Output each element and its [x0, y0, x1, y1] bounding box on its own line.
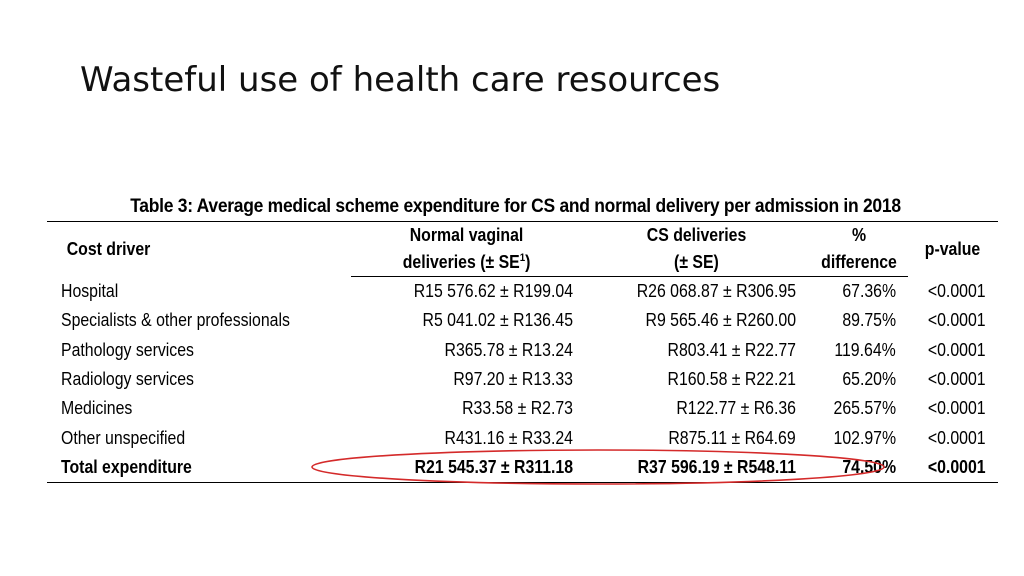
- total-row: Total expenditure R21 545.37 ± R311.18 R…: [47, 452, 998, 484]
- cell-cost-driver: Radiology services: [61, 369, 194, 390]
- cell-total-label: Total expenditure: [47, 452, 351, 484]
- cell-normal: R15 576.62 ± R199.04: [413, 281, 573, 302]
- table-row: Specialists & other professionals R5 041…: [47, 306, 998, 335]
- cell-normal: R431.16 ± R33.24: [444, 427, 573, 448]
- slide-title: Wasteful use of health care resources: [80, 60, 721, 100]
- table-row: Hospital R15 576.62 ± R199.04 R26 068.87…: [47, 277, 998, 307]
- cell-pvalue: <0.0001: [928, 339, 986, 360]
- cell-pct-difference: 102.97%: [833, 427, 896, 448]
- cell-total-cs: R37 596.19 ± R548.11: [583, 452, 810, 484]
- cell-cost-driver: Hospital: [61, 280, 119, 301]
- cell-pct-difference: 67.36%: [842, 281, 896, 302]
- cell-cs: R803.41 ± R22.77: [667, 339, 796, 360]
- cell-normal: R33.58 ± R2.73: [462, 398, 573, 419]
- cell-cs: R9 565.46 ± R260.00: [645, 310, 796, 331]
- header-cost-driver: Cost driver: [47, 221, 351, 277]
- cell-total-pvalue: <0.0001: [908, 452, 998, 484]
- cell-pct-difference: 65.20%: [842, 369, 896, 390]
- header-normal-line2: deliveries (± SE1): [351, 249, 583, 277]
- expenditure-table: Cost driver Normal vaginal CS deliveries…: [47, 221, 998, 484]
- header-pct-line1: %: [810, 221, 908, 249]
- cell-pct-difference: 119.64%: [834, 339, 896, 360]
- cell-cs: R26 068.87 ± R306.95: [636, 281, 796, 302]
- table-row: Radiology services R97.20 ± R13.33 R160.…: [47, 365, 998, 394]
- cell-cost-driver: Specialists & other professionals: [61, 310, 290, 331]
- expenditure-table-container: Table 3: Average medical scheme expendit…: [47, 196, 998, 484]
- cell-cs: R122.77 ± R6.36: [676, 398, 796, 419]
- cell-total-pct-difference: 74.50%: [810, 452, 908, 484]
- header-pvalue: p-value: [908, 221, 998, 277]
- cell-normal: R97.20 ± R13.33: [453, 369, 573, 390]
- cell-total-normal: R21 545.37 ± R311.18: [351, 452, 583, 484]
- cell-cs: R875.11 ± R64.69: [668, 427, 796, 448]
- table-row: Other unspecified R431.16 ± R33.24 R875.…: [47, 423, 998, 452]
- cell-cost-driver: Pathology services: [61, 339, 194, 360]
- table-header-row: deliveries (± SE1) (± SE) difference: [47, 249, 998, 277]
- header-normal-line1: Normal vaginal: [351, 221, 583, 249]
- cell-pvalue: <0.0001: [928, 310, 986, 331]
- cell-normal: R365.78 ± R13.24: [444, 339, 573, 360]
- cell-pct-difference: 265.57%: [833, 398, 896, 419]
- table-caption: Table 3: Average medical scheme expendit…: [130, 196, 901, 217]
- table-header-row: Cost driver Normal vaginal CS deliveries…: [47, 221, 998, 277]
- cell-pvalue: <0.0001: [928, 398, 986, 419]
- cell-pct-difference: 89.75%: [842, 310, 896, 331]
- cell-pvalue: <0.0001: [928, 280, 986, 301]
- table-row: Pathology services R365.78 ± R13.24 R803…: [47, 336, 998, 365]
- header-cs-line1: CS deliveries: [583, 221, 810, 249]
- cell-cs: R160.58 ± R22.21: [667, 369, 796, 390]
- cell-cost-driver: Medicines: [61, 398, 133, 419]
- table-row: Medicines R33.58 ± R2.73 R122.77 ± R6.36…: [47, 394, 998, 423]
- header-cs-line2: (± SE): [583, 249, 810, 277]
- cell-pvalue: <0.0001: [928, 369, 986, 390]
- header-pct-line2: difference: [810, 249, 908, 277]
- cell-pvalue: <0.0001: [928, 427, 986, 448]
- cell-normal: R5 041.02 ± R136.45: [422, 310, 573, 331]
- cell-cost-driver: Other unspecified: [61, 427, 186, 448]
